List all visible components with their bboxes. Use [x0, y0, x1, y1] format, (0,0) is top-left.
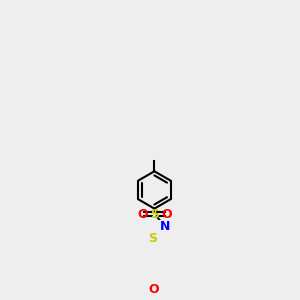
Text: O: O [137, 208, 148, 220]
Text: S: S [150, 208, 159, 220]
Text: O: O [148, 283, 159, 296]
Text: O: O [161, 208, 172, 220]
Text: N: N [160, 220, 170, 233]
Text: S: S [148, 232, 158, 245]
